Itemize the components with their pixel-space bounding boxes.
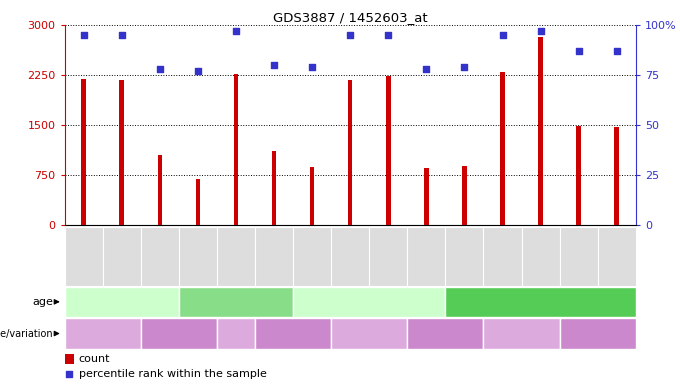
- Bar: [500, 71, 505, 225]
- Bar: [424, 168, 428, 225]
- Point: [307, 64, 318, 70]
- Title: GDS3887 / 1452603_at: GDS3887 / 1452603_at: [273, 11, 428, 24]
- Point: [231, 28, 241, 34]
- Point: [287, 305, 298, 311]
- Text: count: count: [79, 354, 110, 364]
- Point: [497, 32, 508, 38]
- Text: wild type: wild type: [80, 328, 125, 339]
- Text: wild type: wild type: [499, 328, 544, 339]
- Point: [421, 66, 432, 72]
- Text: UPII-SV40Tag: UPII-SV40Tag: [261, 328, 325, 339]
- Bar: [65, 354, 74, 364]
- Point: [573, 48, 584, 54]
- Bar: [120, 80, 124, 225]
- Bar: [462, 166, 466, 225]
- Text: genotype/variation: genotype/variation: [0, 328, 53, 339]
- Bar: [577, 126, 581, 225]
- Point: [116, 32, 127, 38]
- Bar: [386, 76, 390, 225]
- Text: UPII-SV40Tag: UPII-SV40Tag: [566, 328, 630, 339]
- Text: age: age: [32, 297, 53, 307]
- Point: [269, 62, 279, 68]
- Text: 3 week: 3 week: [102, 297, 141, 307]
- Text: 20 week: 20 week: [345, 297, 393, 307]
- Text: UPII-SV40Tag: UPII-SV40Tag: [413, 328, 477, 339]
- Point: [459, 64, 470, 70]
- Text: wild type: wild type: [347, 328, 392, 339]
- Point: [383, 32, 394, 38]
- Text: wild
type: wild type: [225, 323, 247, 344]
- Text: percentile rank within the sample: percentile rank within the sample: [79, 369, 267, 379]
- Text: UPII-SV40Tag: UPII-SV40Tag: [147, 328, 211, 339]
- Point: [154, 66, 165, 72]
- Text: 6 week: 6 week: [216, 297, 256, 307]
- Bar: [539, 37, 543, 225]
- Point: [535, 28, 546, 34]
- Point: [345, 32, 356, 38]
- Text: 30 week: 30 week: [517, 297, 564, 307]
- Point: [611, 48, 622, 54]
- Bar: [82, 79, 86, 225]
- Bar: [615, 127, 619, 225]
- Bar: [234, 74, 238, 225]
- Bar: [310, 167, 314, 225]
- Bar: [158, 155, 162, 225]
- Point: [192, 68, 203, 74]
- Bar: [348, 80, 352, 225]
- Bar: [272, 151, 276, 225]
- Bar: [196, 179, 200, 225]
- Point: [78, 32, 89, 38]
